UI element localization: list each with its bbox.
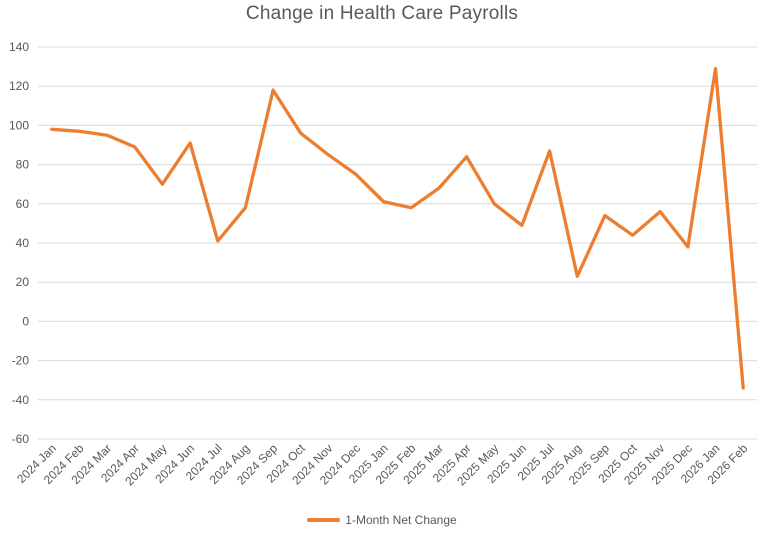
- y-tick-label: 20: [16, 275, 30, 289]
- legend: 1-Month Net Change: [0, 513, 764, 527]
- series-line: [50, 66, 745, 390]
- chart-title: Change in Health Care Payrolls: [245, 3, 519, 24]
- legend-line-swatch: [307, 518, 341, 522]
- y-tick-label: -40: [12, 393, 30, 407]
- y-tick-label: -20: [12, 354, 30, 368]
- y-tick-label: 100: [9, 118, 29, 132]
- y-tick-label: 120: [9, 79, 29, 93]
- y-tick-label: 0: [22, 314, 29, 328]
- y-tick-label: 80: [16, 158, 30, 172]
- legend-series-label: 1-Month Net Change: [345, 513, 457, 527]
- y-tick-label: -60: [12, 432, 30, 446]
- y-tick-label: 40: [16, 236, 30, 250]
- y-tick-label: 60: [16, 197, 30, 211]
- y-tick-label: 140: [9, 40, 29, 54]
